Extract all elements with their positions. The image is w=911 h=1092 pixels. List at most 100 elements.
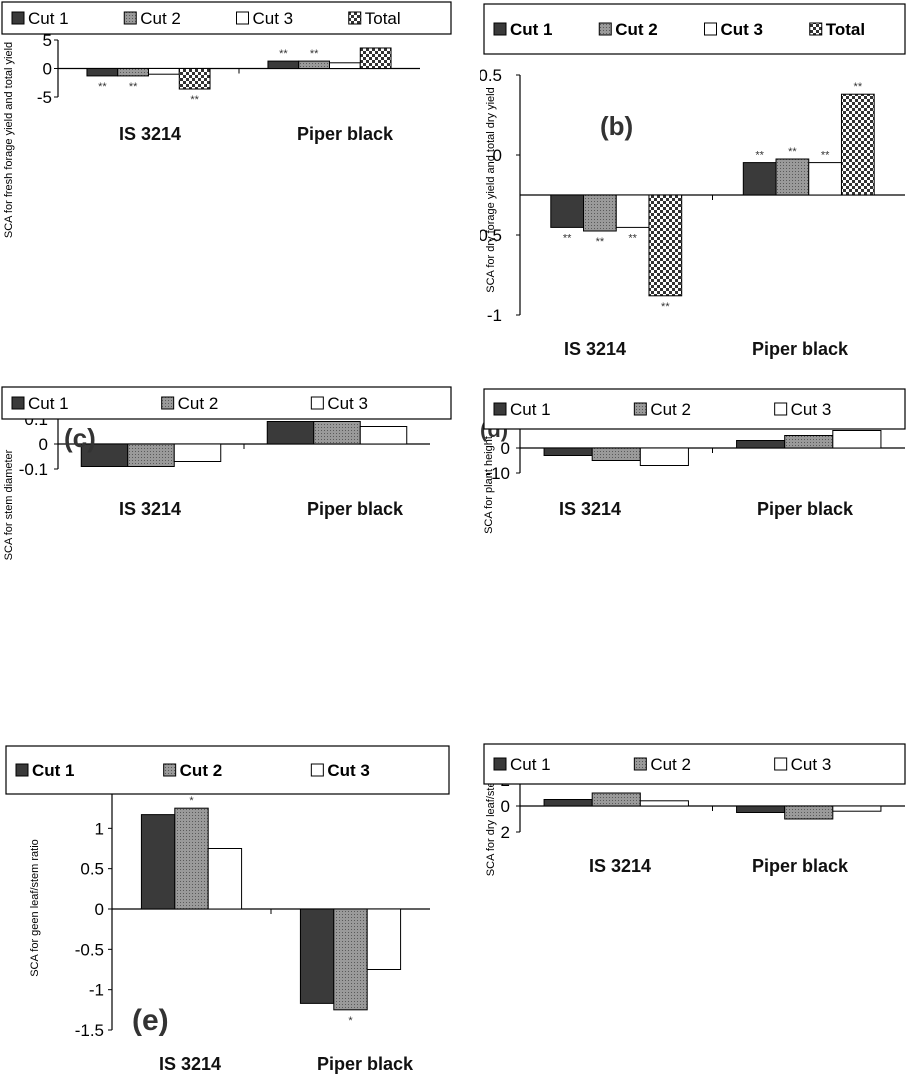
legend <box>5 745 450 795</box>
legend-swatch <box>493 402 507 416</box>
legend-label: Cut 1 <box>32 761 75 780</box>
bar <box>359 47 392 69</box>
y-axis-label: SCA for fresh forage yield and total yie… <box>3 42 15 238</box>
bar <box>639 800 689 807</box>
bar <box>639 447 689 466</box>
legend-label: Cut 1 <box>28 9 69 28</box>
y-tick-label: 0 <box>43 60 52 79</box>
bar <box>333 908 368 1011</box>
significance-label: * <box>348 1015 353 1027</box>
bar <box>86 68 119 77</box>
x-category-label: IS 3214 <box>159 1054 221 1074</box>
bar <box>543 799 593 807</box>
legend-label: Cut 3 <box>327 761 370 780</box>
x-category-label: Piper black <box>297 124 394 144</box>
legend <box>1 1 452 35</box>
legend-label: Cut 2 <box>650 400 691 419</box>
legend <box>483 388 906 430</box>
bar <box>832 805 882 812</box>
bar <box>543 447 593 456</box>
legend-label: Total <box>365 9 401 28</box>
bar <box>178 68 211 90</box>
bar <box>148 68 180 75</box>
legend-label: Cut 1 <box>510 755 551 774</box>
significance-label: ** <box>310 48 319 60</box>
bar <box>775 158 810 196</box>
x-category-label: Piper black <box>317 1054 414 1074</box>
y-tick-label: -0.5 <box>480 226 502 245</box>
bar <box>359 426 408 445</box>
legend-label: Cut 3 <box>721 20 764 39</box>
y-tick-label: 0 <box>95 900 104 919</box>
legend-swatch <box>161 396 175 410</box>
legend-swatch <box>774 757 788 771</box>
significance-label: ** <box>661 301 670 313</box>
bar <box>266 421 315 445</box>
significance-label: ** <box>854 81 863 93</box>
chart-panel-dry-forage-yield: 0.5 0 -0.5 -1 ** ** ** ** IS 3214 ** ** ** ** Piper b… <box>480 0 911 390</box>
bar <box>550 194 585 228</box>
legend-label: Cut 3 <box>253 9 294 28</box>
legend-swatch <box>310 763 324 777</box>
bar <box>736 805 786 813</box>
legend-label: Cut 1 <box>510 400 551 419</box>
legend-swatch <box>236 11 249 25</box>
legend-swatch <box>633 757 647 771</box>
x-category-label: IS 3214 <box>564 339 626 359</box>
y-tick-label: -1.5 <box>75 1021 104 1040</box>
y-axis-label: SCA for geen leaf/stem ratio <box>29 839 41 977</box>
bar <box>174 807 209 910</box>
bar <box>808 162 842 196</box>
significance-label: ** <box>129 81 138 93</box>
bar <box>299 908 335 1004</box>
legend-swatch <box>163 763 177 777</box>
panel-label: (e) <box>132 1004 169 1037</box>
significance-label: ** <box>563 232 572 244</box>
legend-swatch <box>774 402 788 416</box>
y-axis-label: SCA for dry forage yield and total dry y… <box>485 87 497 292</box>
bar <box>832 430 882 449</box>
legend <box>483 743 906 785</box>
legend-label: Total <box>826 20 865 39</box>
significance-label: ** <box>279 48 288 60</box>
legend-label: Cut 3 <box>791 755 832 774</box>
bar <box>591 447 641 461</box>
bar <box>207 848 243 910</box>
x-category-label: Piper black <box>757 499 854 519</box>
chart-panel-fresh-forage-yield: 5 0 -5 ** ** ** IS 3214 ** ** Piper black SCA for … <box>0 0 455 330</box>
legend-swatch <box>809 22 823 36</box>
chart-panel-green-leaf-stem-ratio: 1.510.50-0.5-1-1.5*IS 3214*Piper blackSC… <box>0 740 455 1092</box>
x-category-label: Piper black <box>307 499 404 519</box>
x-category-label: IS 3214 <box>119 499 181 519</box>
bar <box>648 194 683 297</box>
bar <box>173 443 222 462</box>
y-tick-label: -5 <box>37 88 52 107</box>
significance-label: * <box>189 795 194 807</box>
x-category-label: IS 3214 <box>589 856 651 876</box>
bar <box>329 62 361 69</box>
bar <box>313 421 361 445</box>
legend-swatch <box>493 22 507 36</box>
bar <box>784 435 834 449</box>
legend-label: Cut 2 <box>180 761 223 780</box>
y-tick-label: -0.1 <box>19 460 48 479</box>
bar <box>615 194 650 228</box>
legend <box>1 386 452 420</box>
significance-label: ** <box>596 236 605 248</box>
bar <box>840 93 875 196</box>
legend-swatch <box>493 757 507 771</box>
legend-swatch <box>11 396 25 410</box>
legend-swatch <box>598 22 612 36</box>
significance-label: ** <box>190 94 199 106</box>
legend-label: Cut 1 <box>28 394 69 413</box>
y-tick-label: 0 <box>501 797 510 816</box>
legend-label: Cut 2 <box>178 394 219 413</box>
legend-swatch <box>633 402 647 416</box>
legend-swatch <box>704 22 717 36</box>
x-category-label: Piper black <box>752 856 849 876</box>
y-tick-label: 0.5 <box>80 860 104 879</box>
bar <box>583 194 617 232</box>
legend-swatch <box>123 11 137 25</box>
